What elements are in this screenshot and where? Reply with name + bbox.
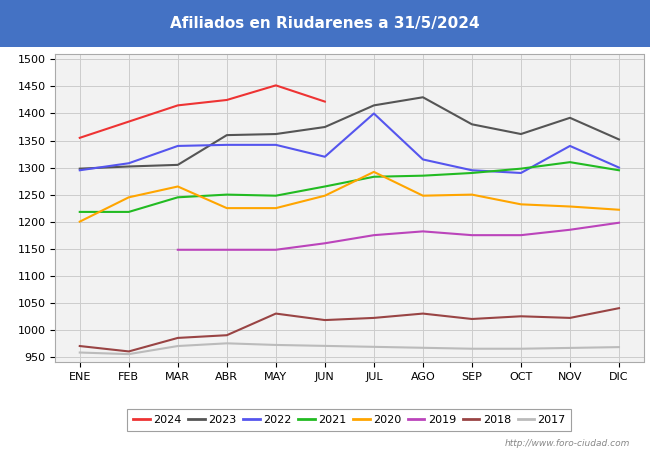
2019 xyxy=(468,233,476,238)
2017 xyxy=(272,342,280,348)
2017 xyxy=(223,341,231,346)
2022 xyxy=(517,170,525,176)
2023 xyxy=(468,122,476,127)
Legend: 2024, 2023, 2022, 2021, 2020, 2019, 2018, 2017: 2024, 2023, 2022, 2021, 2020, 2019, 2018… xyxy=(127,410,571,431)
2019 xyxy=(370,233,378,238)
2022 xyxy=(125,161,133,166)
2024 xyxy=(223,97,231,103)
2023 xyxy=(76,166,84,171)
2017 xyxy=(174,343,182,349)
Line: 2024: 2024 xyxy=(80,86,325,138)
2023 xyxy=(615,137,623,142)
Line: 2021: 2021 xyxy=(80,162,619,212)
2018 xyxy=(321,317,329,323)
2020 xyxy=(419,193,427,198)
2020 xyxy=(223,205,231,211)
Line: 2017: 2017 xyxy=(80,343,619,354)
2018 xyxy=(76,343,84,349)
Line: 2018: 2018 xyxy=(80,308,619,351)
2021 xyxy=(272,193,280,198)
2024 xyxy=(76,135,84,140)
2022 xyxy=(566,143,574,148)
2017 xyxy=(125,351,133,357)
2018 xyxy=(566,315,574,320)
2022 xyxy=(174,143,182,148)
2018 xyxy=(174,335,182,341)
2020 xyxy=(125,194,133,200)
2022 xyxy=(223,142,231,148)
2018 xyxy=(272,311,280,316)
Text: Afiliados en Riudarenes a 31/5/2024: Afiliados en Riudarenes a 31/5/2024 xyxy=(170,16,480,31)
2021 xyxy=(468,170,476,176)
2023 xyxy=(419,94,427,100)
2024 xyxy=(272,83,280,88)
2023 xyxy=(321,124,329,130)
2019 xyxy=(615,220,623,225)
2021 xyxy=(517,166,525,171)
2024 xyxy=(125,119,133,124)
2019 xyxy=(272,247,280,252)
2020 xyxy=(517,202,525,207)
Line: 2022: 2022 xyxy=(80,113,619,173)
Text: http://www.foro-ciudad.com: http://www.foro-ciudad.com xyxy=(505,439,630,448)
2019 xyxy=(517,233,525,238)
2022 xyxy=(272,142,280,148)
2021 xyxy=(174,194,182,200)
2023 xyxy=(272,131,280,137)
2021 xyxy=(370,174,378,180)
2022 xyxy=(615,165,623,170)
2017 xyxy=(615,344,623,350)
Line: 2020: 2020 xyxy=(80,172,619,222)
2023 xyxy=(223,132,231,138)
2021 xyxy=(125,209,133,215)
2020 xyxy=(370,169,378,175)
2018 xyxy=(370,315,378,320)
2017 xyxy=(517,346,525,351)
2017 xyxy=(76,350,84,355)
2021 xyxy=(321,184,329,189)
Line: 2023: 2023 xyxy=(80,97,619,169)
2020 xyxy=(321,193,329,198)
2019 xyxy=(419,229,427,234)
2022 xyxy=(76,167,84,173)
2020 xyxy=(615,207,623,212)
2020 xyxy=(272,205,280,211)
2024 xyxy=(321,99,329,104)
2022 xyxy=(370,111,378,116)
2020 xyxy=(566,204,574,209)
2023 xyxy=(370,103,378,108)
2018 xyxy=(517,314,525,319)
2022 xyxy=(419,157,427,162)
2024 xyxy=(174,103,182,108)
2020 xyxy=(468,192,476,197)
2021 xyxy=(419,173,427,178)
2023 xyxy=(517,131,525,137)
2021 xyxy=(566,159,574,165)
2018 xyxy=(468,316,476,322)
2021 xyxy=(76,209,84,215)
2022 xyxy=(468,167,476,173)
2018 xyxy=(615,306,623,311)
2023 xyxy=(566,115,574,121)
2019 xyxy=(223,247,231,252)
2018 xyxy=(223,333,231,338)
2019 xyxy=(566,227,574,233)
2019 xyxy=(174,247,182,252)
2020 xyxy=(174,184,182,189)
2020 xyxy=(76,219,84,225)
Line: 2019: 2019 xyxy=(178,223,619,250)
2021 xyxy=(223,192,231,197)
2023 xyxy=(174,162,182,167)
2019 xyxy=(321,241,329,246)
2018 xyxy=(125,349,133,354)
2018 xyxy=(419,311,427,316)
2023 xyxy=(125,164,133,169)
2022 xyxy=(321,154,329,159)
2017 xyxy=(468,346,476,351)
2021 xyxy=(615,167,623,173)
